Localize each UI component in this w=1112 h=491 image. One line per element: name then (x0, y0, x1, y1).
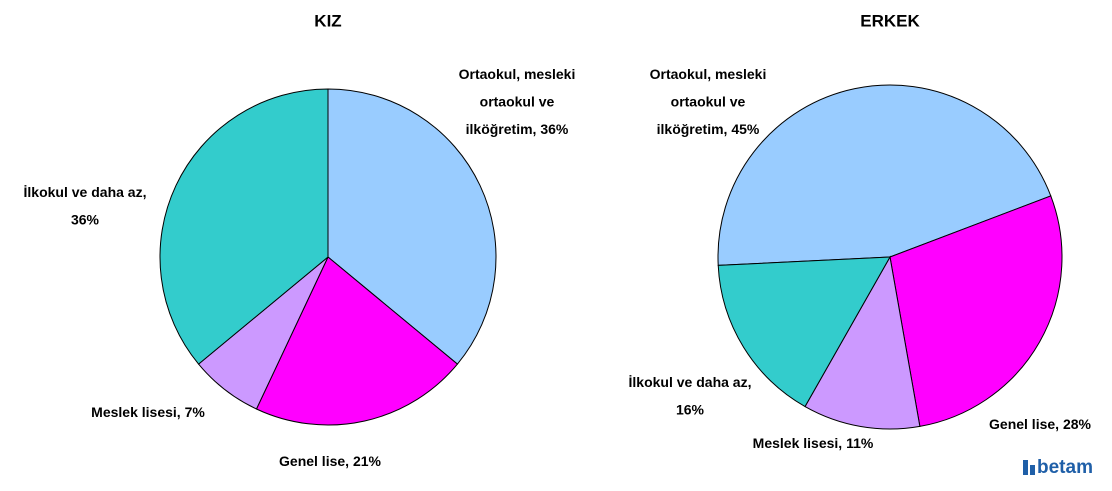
slice-label-line: Meslek lisesi, 11% (753, 435, 874, 451)
slice-label-line: ortaokul ve (480, 93, 555, 109)
pie-slice (327, 88, 497, 365)
logo: betam (1023, 457, 1093, 478)
logo-icon (1030, 465, 1035, 475)
chart-title: ERKEK (860, 11, 920, 30)
slice-label-line: 36% (71, 211, 100, 227)
slice-label: İlkokul ve daha az, 16% (629, 374, 752, 418)
pie-slice (804, 255, 921, 430)
slice-label-line: Ortaokul, mesleki (650, 66, 767, 82)
chart-title: KIZ (314, 11, 341, 30)
slice-label-line: 16% (676, 401, 705, 417)
slice-label: Genel lise, 21% (279, 453, 381, 469)
slice-label-line: İlkokul ve daha az, (629, 374, 752, 390)
logo-text: betam (1037, 457, 1093, 478)
pie-slice (717, 84, 1052, 266)
slice-label-line: İlkokul ve daha az, (24, 184, 147, 200)
pie-slice (159, 88, 329, 365)
slice-label-line: ilköğretim, 45% (657, 121, 760, 137)
slice-label: Ortaokul, mesleki ortaokul ve ilköğretim, … (459, 66, 576, 137)
logo-icon (1023, 460, 1028, 475)
slice-label: Meslek lisesi, 7% (91, 404, 205, 420)
slice-label-line: Genel lise, 28% (989, 416, 1091, 432)
pie-slice (889, 195, 1063, 427)
slice-label-line: Ortaokul, mesleki (459, 66, 576, 82)
pie-slice (255, 256, 459, 426)
slice-label: İlkokul ve daha az, 36% (24, 184, 147, 228)
slice-label-line: ortaokul ve (671, 93, 746, 109)
slice-label-line: ilköğretim, 36% (466, 121, 569, 137)
slice-label-line: Meslek lisesi, 7% (91, 404, 205, 420)
slice-label: Meslek lisesi, 11% (753, 435, 874, 451)
slice-label: Ortaokul, mesleki ortaokul ve ilköğretim, … (650, 66, 767, 137)
slice-label: Genel lise, 28% (989, 416, 1091, 432)
slice-label-line: Genel lise, 21% (279, 453, 381, 469)
pie-slice (717, 256, 891, 408)
